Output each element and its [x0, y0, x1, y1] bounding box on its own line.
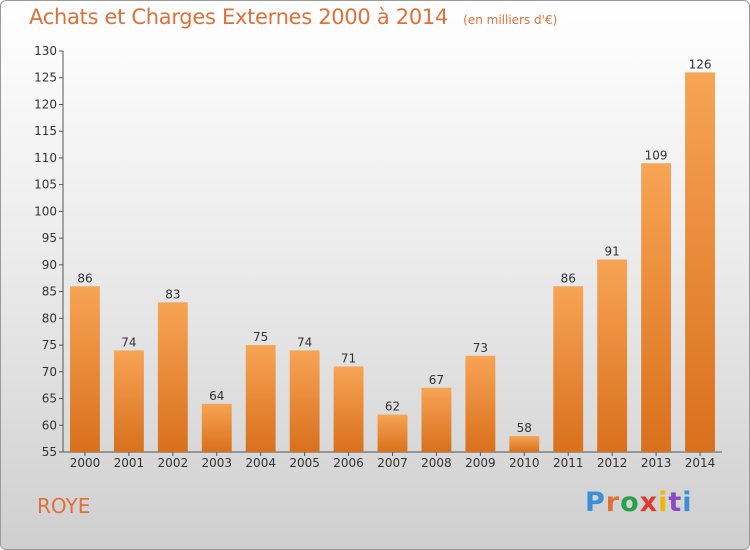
x-tick-label: 2008 [421, 456, 452, 470]
data-label: 73 [473, 341, 488, 355]
y-tick-label: 110 [34, 151, 57, 165]
x-tick-label: 2001 [114, 456, 145, 470]
y-tick-label: 70 [42, 365, 57, 379]
bar [421, 387, 452, 452]
y-tick-label: 85 [42, 285, 57, 299]
brand-logo: Proxiti [585, 487, 693, 518]
bar [245, 345, 276, 452]
y-tick-label: 130 [34, 44, 57, 58]
data-label: 75 [253, 330, 268, 344]
brand-letter: x [639, 487, 659, 518]
data-label: 71 [341, 351, 356, 365]
bar [685, 72, 715, 453]
y-tick-label: 100 [34, 204, 57, 218]
data-label: 91 [605, 245, 620, 259]
data-label: 64 [209, 389, 224, 403]
data-label: 86 [561, 271, 576, 285]
bar [70, 286, 100, 452]
data-label: 109 [645, 148, 668, 162]
bar [289, 350, 320, 452]
x-tick-label: 2000 [70, 456, 101, 470]
x-tick-label: 2014 [685, 456, 716, 470]
data-label: 86 [77, 271, 92, 285]
bar [333, 366, 364, 452]
y-tick-label: 65 [42, 392, 57, 406]
brand-letter: r [605, 487, 621, 518]
y-tick-label: 120 [34, 97, 57, 111]
x-tick-label: 2007 [377, 456, 408, 470]
bars [70, 72, 715, 453]
data-label: 83 [165, 287, 180, 301]
y-tick-label: 125 [34, 71, 57, 85]
x-tick-label: 2005 [289, 456, 320, 470]
data-labels: 86 74 83 64 75 74 71 62 67 73 58 86 91 109 126 [77, 57, 711, 435]
data-label: 74 [297, 335, 312, 349]
y-tick-label: 115 [34, 124, 57, 138]
bar [157, 302, 188, 452]
x-tick-label: 2012 [597, 456, 628, 470]
brand-letter: i [682, 487, 693, 518]
bar [377, 414, 408, 452]
bar [553, 286, 584, 452]
axes: 55 60 65 70 75 80 85 90 95 100 105 110 115 120 125 130 2… [34, 44, 722, 470]
city-name: ROYE [37, 494, 91, 518]
bar [201, 403, 232, 452]
x-tick-label: 2011 [553, 456, 584, 470]
y-tick-label: 95 [42, 231, 57, 245]
data-label: 74 [121, 335, 136, 349]
x-tick-label: 2013 [641, 456, 672, 470]
data-label: 62 [385, 400, 400, 414]
x-tick-label: 2009 [465, 456, 496, 470]
bar [113, 350, 144, 452]
y-tick-label: 90 [42, 258, 57, 272]
y-tick-label: 60 [42, 418, 57, 432]
y-tick-label: 75 [42, 338, 57, 352]
bar [465, 355, 496, 452]
brand-letter: t [668, 487, 683, 518]
bar [509, 435, 540, 452]
y-tick-label: 55 [42, 445, 57, 459]
brand-letter: o [620, 487, 640, 518]
x-tick-label: 2003 [201, 456, 232, 470]
x-tick-label: 2010 [509, 456, 540, 470]
brand-letter: i [658, 487, 669, 518]
y-tick-label: 105 [34, 178, 57, 192]
data-label: 126 [689, 57, 712, 71]
x-tick-label: 2004 [245, 456, 276, 470]
title-block: Achats et Charges Externes 2000 à 2014 (… [29, 5, 557, 29]
x-tick-label: 2002 [158, 456, 189, 470]
chart-title: Achats et Charges Externes 2000 à 2014 [29, 5, 449, 29]
bar [597, 259, 628, 452]
bar [641, 163, 672, 452]
brand-letter: P [585, 487, 606, 518]
y-tick-label: 80 [42, 311, 57, 325]
x-tick-label: 2006 [333, 456, 364, 470]
unit-note: (en milliers d'€) [463, 13, 558, 27]
data-label: 67 [429, 373, 444, 387]
data-label: 58 [517, 421, 532, 435]
